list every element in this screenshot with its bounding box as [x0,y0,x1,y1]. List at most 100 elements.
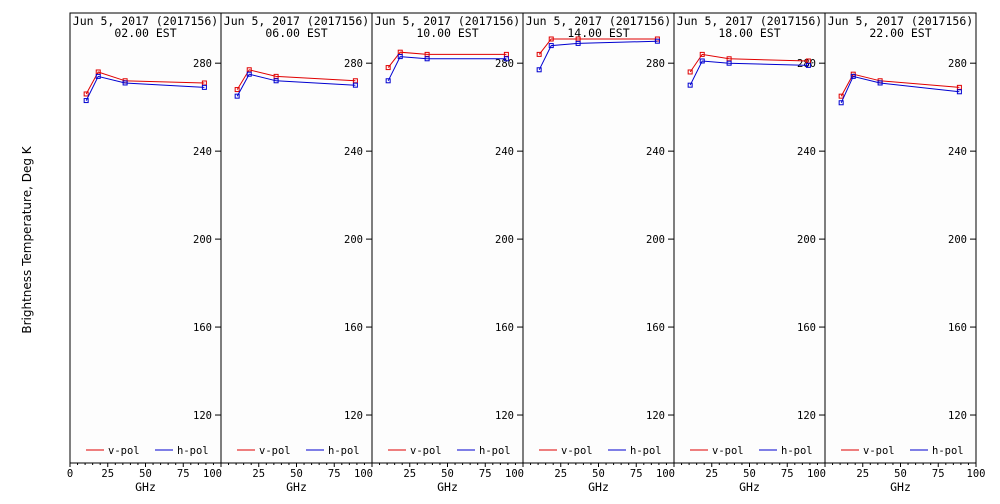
y-tick-label: 120 [797,410,816,422]
panel-subtitle: 06.00 EST [265,26,327,40]
v-pol-point [234,87,240,93]
y-tick-label: 160 [344,322,363,334]
x-tick-label: 100 [656,468,675,480]
y-tick-label: 200 [646,234,665,246]
y-tick-label: 160 [646,322,665,334]
panel-1: Jun 5, 2017 (2017156)02.00 EST 120 160 200 2… [67,12,222,494]
x-tick-label: 75 [630,468,643,480]
h-pol-point [838,100,844,106]
y-tick-label: 280 [495,58,514,70]
v-pol-line [840,73,960,97]
h-pol-point [687,82,693,88]
panel-subtitle: 18.00 EST [718,26,780,40]
y-tick-label: 120 [344,410,363,422]
legend-h-pol-label: h-pol [177,445,209,457]
y-tick-label: 240 [646,146,665,158]
x-tick-label: 100 [203,468,222,480]
panel-title: Jun 5, 2017 (2017156) [828,14,973,28]
panel-subtitle: 02.00 EST [114,26,176,40]
v-pol-point [536,51,542,57]
h-pol-point [201,84,207,90]
legend-v-pol-label: v-pol [863,445,895,457]
y-axis-label: Brightness Temperature, Deg K [20,145,34,333]
h-pol-line [538,40,658,71]
x-tick-label: 75 [177,468,190,480]
y-tick-label: 200 [193,234,212,246]
panel-6: Jun 5, 2017 (2017156)22.00 EST 120 160 200 2… [824,12,986,494]
panel-subtitle: 10.00 EST [416,26,478,40]
plot-frame [220,12,373,464]
panel-title: Jun 5, 2017 (2017156) [224,14,369,28]
plot-frame [673,12,826,464]
y-tick-label: 240 [948,146,967,158]
x-tick-label: 75 [781,468,794,480]
h-pol-point [246,71,252,77]
h-pol-point [536,67,542,73]
panel-title: Jun 5, 2017 (2017156) [526,14,671,28]
h-pol-point [385,78,391,84]
h-pol-point [95,73,101,79]
plot-frame [69,12,222,464]
x-tick-label: 25 [403,468,416,480]
v-pol-point [838,93,844,99]
x-axis-label: GHz [890,480,911,494]
legend-v-pol-label: v-pol [410,445,442,457]
y-tick-label: 160 [948,322,967,334]
panel-title: Jun 5, 2017 (2017156) [677,14,822,28]
v-pol-point [699,51,705,57]
panel-title: Jun 5, 2017 (2017156) [73,14,218,28]
h-pol-point [273,78,279,84]
legend-v-pol-label: v-pol [108,445,140,457]
panel-title: Jun 5, 2017 (2017156) [375,14,520,28]
h-pol-point [424,56,430,62]
x-tick-label: 50 [441,468,454,480]
legend-h-pol-label: h-pol [932,445,964,457]
v-pol-point [687,69,693,75]
h-pol-line [840,75,960,104]
h-pol-point [122,80,128,86]
y-tick-label: 280 [948,58,967,70]
y-tick-label: 280 [646,58,665,70]
x-tick-label: 50 [290,468,303,480]
h-pol-point [352,82,358,88]
legend-v-pol-label: v-pol [712,445,744,457]
x-tick-label: 25 [101,468,114,480]
v-pol-line [387,51,507,68]
h-pol-point [850,73,856,79]
plot-frame [522,12,675,464]
h-pol-line [387,56,507,82]
legend-h-pol-label: h-pol [328,445,360,457]
x-tick-label: 75 [479,468,492,480]
v-pol-point [548,36,554,42]
h-pol-line [85,75,205,101]
h-pol-point [234,93,240,99]
plot-frame [824,12,977,464]
x-tick-label: 25 [705,468,718,480]
x-tick-label: 100 [967,468,986,480]
x-tick-label: 25 [856,468,869,480]
v-pol-point [385,65,391,71]
y-tick-label: 280 [193,58,212,70]
y-tick-label: 120 [193,410,212,422]
x-axis-label: GHz [135,480,156,494]
x-tick-label: 75 [932,468,945,480]
x-tick-label: 0 [67,468,73,480]
h-pol-point [503,56,509,62]
legend-h-pol-label: h-pol [630,445,662,457]
y-tick-label: 240 [344,146,363,158]
h-pol-point [548,43,554,49]
y-tick-label: 200 [797,234,816,246]
y-tick-label: 200 [948,234,967,246]
panel-4: Jun 5, 2017 (2017156)14.00 EST 120 160 200 2… [522,12,675,494]
y-tick-label: 160 [495,322,514,334]
h-pol-point [397,54,403,60]
panel-subtitle: 14.00 EST [567,26,629,40]
panel-subtitle: 22.00 EST [869,26,931,40]
legend-h-pol-label: h-pol [781,445,813,457]
x-tick-label: 100 [505,468,524,480]
plot-frame [371,12,524,464]
h-pol-line [236,73,356,97]
y-tick-label: 160 [193,322,212,334]
